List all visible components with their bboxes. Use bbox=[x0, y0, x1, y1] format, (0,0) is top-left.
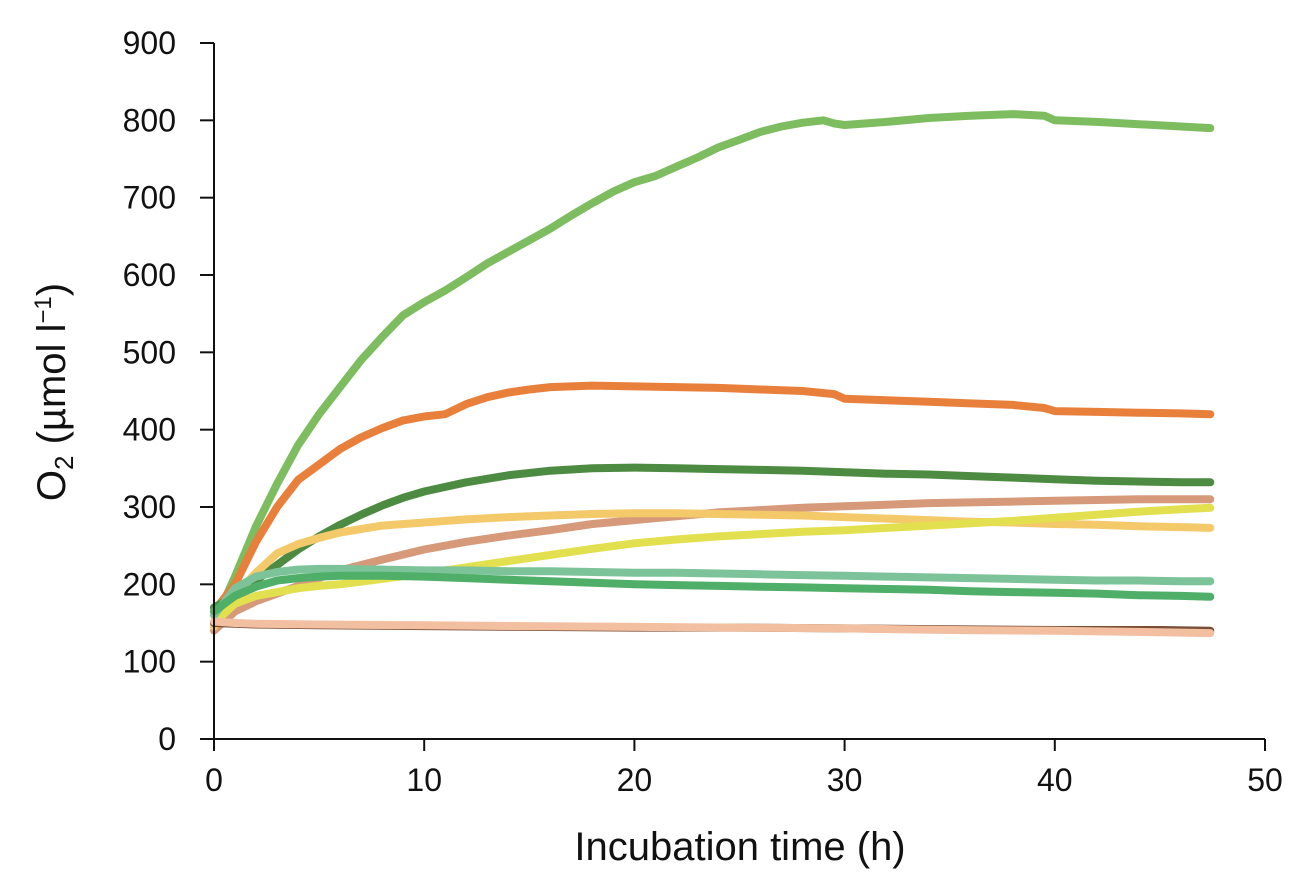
x-ticks: 0 10 20 30 40 50 bbox=[205, 739, 1283, 798]
y-tick-label: 900 bbox=[123, 25, 176, 61]
plot-area bbox=[210, 110, 1215, 638]
y-tick-label: 100 bbox=[123, 644, 176, 680]
series-line-4 bbox=[210, 495, 1215, 635]
y-axis-title-main: O bbox=[30, 470, 74, 501]
y-tick-label: 0 bbox=[158, 721, 176, 757]
series-line-8 bbox=[210, 571, 1215, 616]
series-layer bbox=[210, 110, 1215, 638]
series-line-6 bbox=[210, 503, 1215, 627]
y-tick-label: 200 bbox=[123, 566, 176, 602]
series-line-10 bbox=[210, 617, 1215, 638]
y-tick-label: 400 bbox=[123, 412, 176, 448]
y-axis-title-close: ) bbox=[30, 283, 74, 296]
x-tick-label: 20 bbox=[617, 762, 653, 798]
y-ticks: 0 100 200 300 400 500 600 700 800 900 bbox=[123, 25, 214, 757]
y-tick-label: 700 bbox=[123, 180, 176, 216]
series-line-1 bbox=[210, 110, 1215, 627]
x-tick-label: 0 bbox=[205, 762, 223, 798]
y-tick-label: 800 bbox=[123, 102, 176, 138]
x-axis-title: Incubation time (h) bbox=[574, 825, 905, 869]
x-tick-label: 10 bbox=[406, 762, 442, 798]
y-axis-title-unit: (µmol l bbox=[30, 324, 74, 456]
y-tick-label: 600 bbox=[123, 257, 176, 293]
y-tick-label: 300 bbox=[123, 489, 176, 525]
y-tick-label: 500 bbox=[123, 334, 176, 370]
x-tick-label: 30 bbox=[827, 762, 863, 798]
x-tick-label: 40 bbox=[1037, 762, 1073, 798]
y-axis-title-superscript: −1 bbox=[30, 296, 57, 323]
series-line-7 bbox=[210, 564, 1215, 620]
x-tick-label: 50 bbox=[1247, 762, 1283, 798]
y-axis-title-subscript: 2 bbox=[49, 456, 79, 470]
y-axis-title: O2 (µmol l−1) bbox=[30, 283, 79, 501]
series-line-2 bbox=[210, 381, 1215, 616]
